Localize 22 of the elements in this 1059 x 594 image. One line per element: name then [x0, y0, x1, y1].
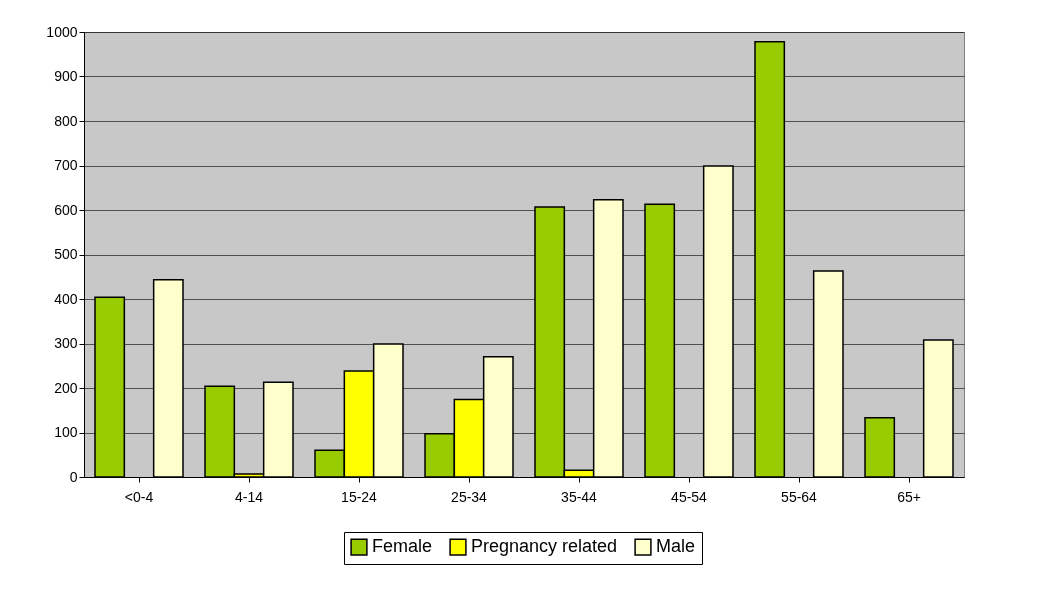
legend-label: Male: [656, 536, 696, 557]
y-tick-label: 800: [54, 112, 78, 129]
y-tick-label: 1000: [46, 23, 78, 40]
y-tick-label: 0: [69, 468, 78, 485]
y-tick-label: 100: [54, 424, 78, 440]
y-tick-label: 900: [54, 68, 78, 84]
y-tick-label: 400: [54, 290, 78, 307]
y-tick-label: 500: [54, 246, 78, 262]
legend-label: Female: [372, 536, 433, 557]
x-tick-label: 35-44: [561, 488, 598, 505]
y-tick-label: 600: [54, 201, 78, 218]
y-tick-label: 300: [54, 335, 78, 351]
y-tick-label: 700: [54, 157, 78, 173]
legend-label: Pregnancy related: [471, 536, 618, 557]
x-tick-label: 15-24: [341, 488, 378, 505]
x-tick-label: 4-14: [234, 488, 264, 505]
x-tick-label: <0-4: [124, 488, 154, 505]
x-tick-label: 65+: [897, 488, 921, 505]
x-tick-label: 55-64: [781, 488, 818, 505]
y-tick-label: 200: [54, 379, 78, 396]
x-tick-label: 25-34: [451, 488, 488, 505]
x-tick-label: 45-54: [671, 488, 708, 505]
